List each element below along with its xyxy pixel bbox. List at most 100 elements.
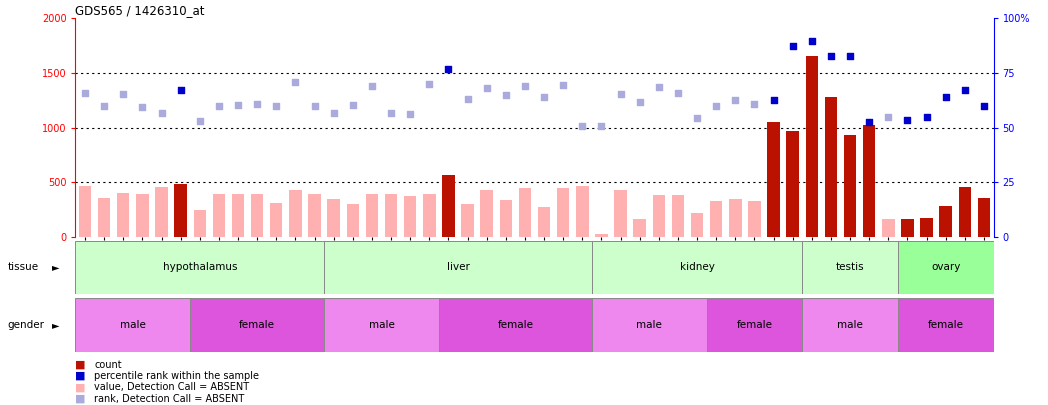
Bar bbox=[403, 196, 416, 237]
Bar bbox=[633, 220, 646, 237]
Point bbox=[554, 82, 571, 88]
Bar bbox=[576, 185, 589, 237]
Text: female: female bbox=[927, 320, 964, 330]
Bar bbox=[366, 194, 378, 237]
Bar bbox=[556, 188, 569, 237]
Text: percentile rank within the sample: percentile rank within the sample bbox=[94, 371, 259, 381]
Bar bbox=[901, 220, 914, 237]
Point bbox=[192, 118, 209, 124]
Point bbox=[134, 104, 151, 110]
Bar bbox=[806, 56, 818, 237]
Text: ■: ■ bbox=[75, 394, 86, 403]
Point bbox=[345, 101, 362, 108]
Bar bbox=[844, 135, 856, 237]
Bar bbox=[500, 200, 512, 237]
Point bbox=[860, 119, 877, 125]
Bar bbox=[213, 194, 225, 237]
Bar bbox=[480, 190, 493, 237]
Bar bbox=[191, 298, 324, 352]
Text: ►: ► bbox=[52, 262, 60, 272]
Bar bbox=[232, 194, 244, 237]
Point bbox=[364, 83, 380, 89]
Point bbox=[899, 117, 916, 123]
Text: male: male bbox=[119, 320, 146, 330]
Point bbox=[287, 79, 304, 85]
Point bbox=[937, 94, 954, 100]
Bar bbox=[592, 241, 802, 294]
Bar bbox=[324, 241, 592, 294]
Bar bbox=[347, 204, 359, 237]
Point bbox=[268, 102, 285, 109]
Point bbox=[574, 123, 591, 130]
Text: value, Detection Call = ABSENT: value, Detection Call = ABSENT bbox=[94, 382, 249, 392]
Bar bbox=[79, 185, 91, 237]
Text: kidney: kidney bbox=[679, 262, 715, 272]
Bar bbox=[920, 218, 933, 237]
Bar bbox=[592, 298, 706, 352]
Bar bbox=[614, 190, 627, 237]
Point bbox=[784, 43, 801, 49]
Point bbox=[765, 97, 782, 103]
Point bbox=[478, 85, 495, 92]
Point bbox=[842, 53, 858, 60]
Bar bbox=[75, 298, 191, 352]
Text: female: female bbox=[239, 320, 276, 330]
Bar bbox=[327, 199, 340, 237]
Bar bbox=[194, 210, 206, 237]
Point bbox=[306, 102, 323, 109]
Bar bbox=[653, 195, 665, 237]
Bar bbox=[786, 131, 799, 237]
Bar bbox=[385, 194, 397, 237]
Bar bbox=[882, 220, 895, 237]
Bar bbox=[538, 207, 550, 237]
Point bbox=[823, 53, 839, 60]
Point bbox=[612, 90, 629, 97]
Text: ■: ■ bbox=[75, 360, 86, 369]
Bar bbox=[595, 234, 608, 237]
Bar bbox=[439, 298, 592, 352]
Bar bbox=[939, 206, 952, 237]
Bar bbox=[250, 194, 263, 237]
Point bbox=[536, 94, 552, 100]
Text: ■: ■ bbox=[75, 382, 86, 392]
Bar bbox=[75, 241, 324, 294]
Point bbox=[651, 84, 668, 90]
Text: ■: ■ bbox=[75, 371, 86, 381]
Bar bbox=[767, 122, 780, 237]
Text: testis: testis bbox=[835, 262, 865, 272]
Point bbox=[383, 110, 399, 117]
Bar bbox=[289, 190, 302, 237]
Point bbox=[401, 111, 418, 118]
Point bbox=[248, 100, 265, 107]
Point bbox=[880, 113, 897, 120]
Text: male: male bbox=[636, 320, 662, 330]
Point bbox=[517, 83, 533, 89]
Bar bbox=[898, 298, 994, 352]
Bar bbox=[729, 199, 742, 237]
Point bbox=[421, 81, 438, 87]
Point bbox=[707, 102, 724, 109]
Bar bbox=[136, 194, 149, 237]
Bar bbox=[748, 201, 761, 237]
Text: male: male bbox=[837, 320, 863, 330]
Bar bbox=[174, 184, 187, 237]
Point bbox=[957, 87, 974, 94]
Text: ►: ► bbox=[52, 320, 60, 330]
Bar bbox=[691, 213, 703, 237]
Bar bbox=[978, 198, 990, 237]
Bar bbox=[825, 97, 837, 237]
Text: GDS565 / 1426310_at: GDS565 / 1426310_at bbox=[75, 4, 205, 17]
Bar bbox=[461, 204, 474, 237]
Text: tissue: tissue bbox=[7, 262, 39, 272]
Point bbox=[918, 113, 935, 120]
Bar bbox=[863, 126, 875, 237]
Bar bbox=[706, 298, 802, 352]
Bar bbox=[324, 298, 439, 352]
Point bbox=[746, 100, 763, 107]
Bar bbox=[308, 194, 321, 237]
Bar bbox=[898, 241, 994, 294]
Point bbox=[95, 102, 112, 109]
Text: gender: gender bbox=[7, 320, 44, 330]
Point bbox=[440, 65, 457, 72]
Bar bbox=[117, 193, 130, 237]
